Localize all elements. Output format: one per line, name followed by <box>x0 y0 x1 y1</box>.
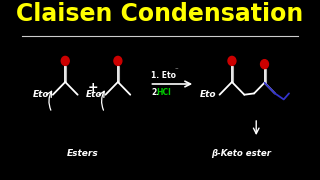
Text: 1. Eto: 1. Eto <box>151 71 176 80</box>
Text: Claisen Condensation: Claisen Condensation <box>16 2 304 26</box>
Text: 2.: 2. <box>151 87 159 96</box>
Text: Esters: Esters <box>67 150 99 159</box>
Text: ⁻: ⁻ <box>174 67 178 73</box>
Circle shape <box>228 56 236 65</box>
Text: +: + <box>87 80 98 93</box>
Circle shape <box>260 60 268 69</box>
Text: Eto: Eto <box>33 90 49 99</box>
Text: Eto: Eto <box>200 90 216 99</box>
Text: HCl: HCl <box>156 87 171 96</box>
Text: Eto: Eto <box>85 90 102 99</box>
Circle shape <box>114 56 122 65</box>
Text: β-Keto ester: β-Keto ester <box>211 150 271 159</box>
Circle shape <box>61 56 69 65</box>
